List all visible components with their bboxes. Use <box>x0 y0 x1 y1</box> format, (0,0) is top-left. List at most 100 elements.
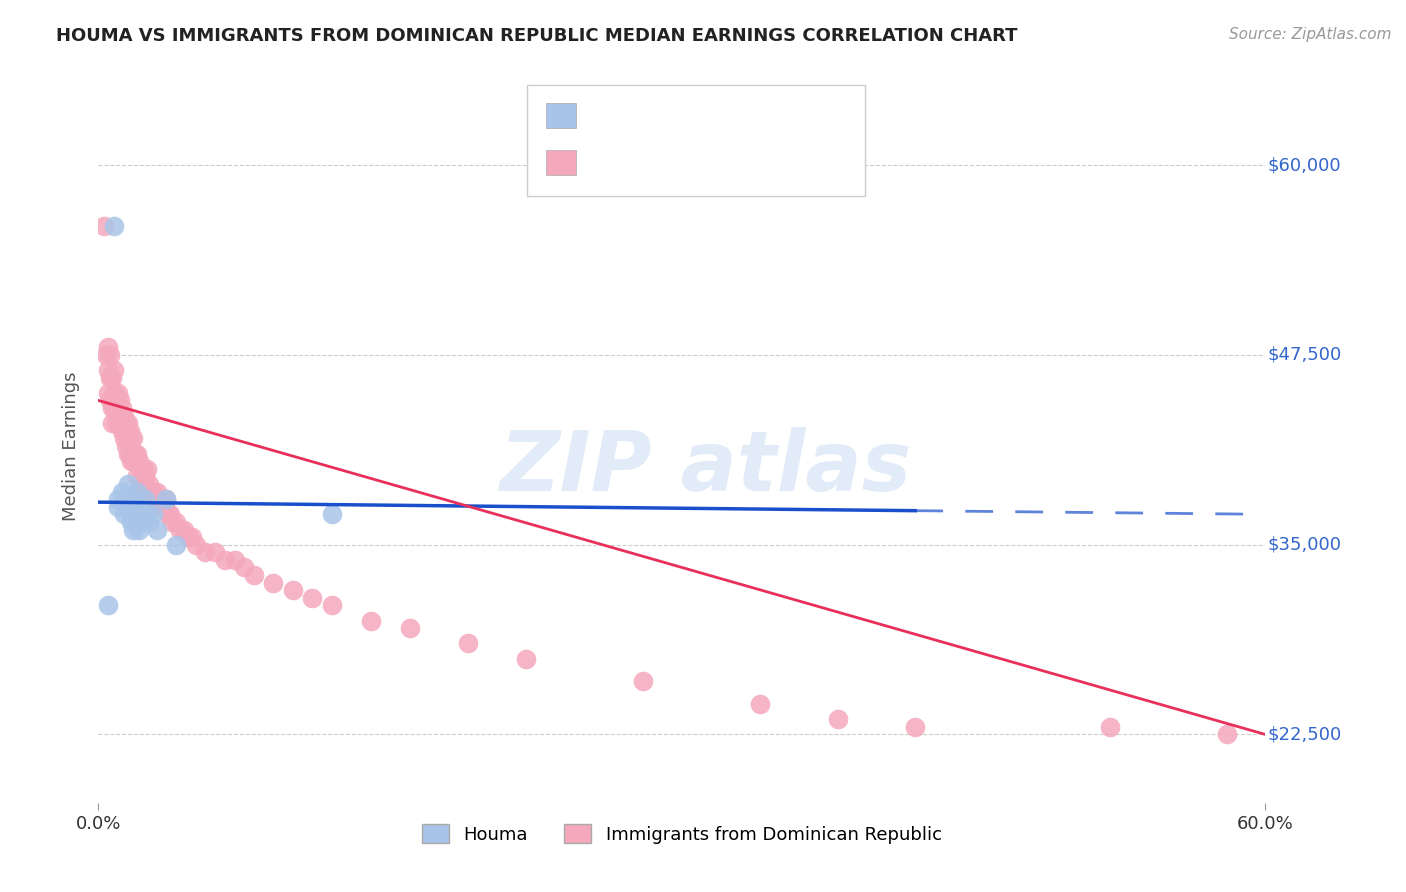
Point <box>281 583 304 598</box>
Point <box>111 424 134 438</box>
Point <box>118 508 141 522</box>
Point <box>103 219 125 233</box>
Point <box>118 424 141 438</box>
Text: Source: ZipAtlas.com: Source: ZipAtlas.com <box>1229 27 1392 42</box>
Point <box>112 508 135 522</box>
Point <box>233 560 256 574</box>
Legend: Houma, Immigrants from Dominican Republic: Houma, Immigrants from Dominican Republi… <box>415 817 949 851</box>
Point <box>103 363 125 377</box>
Point <box>103 385 125 400</box>
Point <box>97 363 120 377</box>
Point <box>136 462 159 476</box>
Point <box>103 401 125 415</box>
Point <box>194 545 217 559</box>
Text: $60,000: $60,000 <box>1268 156 1341 174</box>
Point <box>128 523 150 537</box>
Point <box>107 409 129 423</box>
Point <box>117 477 139 491</box>
Point <box>148 492 170 507</box>
Point <box>121 431 143 445</box>
Point <box>301 591 323 605</box>
Point <box>108 393 131 408</box>
Text: ZIP atlas: ZIP atlas <box>499 427 911 508</box>
Text: 27: 27 <box>721 107 745 125</box>
Point <box>398 621 420 635</box>
Point <box>122 454 145 468</box>
Point <box>117 416 139 430</box>
Point <box>129 508 152 522</box>
Point <box>98 370 121 384</box>
Point <box>152 500 174 514</box>
Text: R =: R = <box>583 153 620 171</box>
Point <box>132 462 155 476</box>
Text: $35,000: $35,000 <box>1268 536 1341 554</box>
Point <box>177 530 200 544</box>
Point <box>321 599 343 613</box>
Point <box>114 492 136 507</box>
Text: -0.590: -0.590 <box>616 153 675 171</box>
Point <box>104 393 127 408</box>
Point <box>117 447 139 461</box>
Point <box>165 538 187 552</box>
Point <box>142 484 165 499</box>
Point <box>128 454 150 468</box>
Point <box>631 674 654 689</box>
Point <box>101 401 124 415</box>
Point <box>173 523 195 537</box>
Point <box>138 477 160 491</box>
Text: HOUMA VS IMMIGRANTS FROM DOMINICAN REPUBLIC MEDIAN EARNINGS CORRELATION CHART: HOUMA VS IMMIGRANTS FROM DOMINICAN REPUB… <box>56 27 1018 45</box>
Point <box>224 553 246 567</box>
Point <box>134 492 156 507</box>
Point <box>153 500 176 514</box>
Point <box>136 508 159 522</box>
Point <box>204 545 226 559</box>
Point <box>127 484 149 499</box>
Point <box>136 484 159 499</box>
Text: $47,500: $47,500 <box>1268 346 1341 364</box>
Text: $22,500: $22,500 <box>1268 725 1341 743</box>
Point <box>904 720 927 734</box>
Point <box>129 477 152 491</box>
Point <box>111 484 134 499</box>
Point <box>101 370 124 384</box>
Point <box>149 492 172 507</box>
Point <box>184 538 207 552</box>
Point <box>107 385 129 400</box>
Point <box>138 515 160 529</box>
Point <box>101 416 124 430</box>
Point <box>827 712 849 726</box>
Point <box>124 492 146 507</box>
Point <box>457 636 479 650</box>
Y-axis label: Median Earnings: Median Earnings <box>62 371 80 521</box>
Point <box>107 500 129 514</box>
Point <box>96 348 118 362</box>
Point <box>142 508 165 522</box>
Point <box>162 515 184 529</box>
Point <box>159 508 181 522</box>
Point <box>114 439 136 453</box>
Point <box>143 492 166 507</box>
Point <box>1215 727 1237 741</box>
Point <box>122 523 145 537</box>
Point <box>121 515 143 529</box>
Point <box>157 508 180 522</box>
Point <box>117 500 139 514</box>
Point <box>122 500 145 514</box>
Point <box>104 416 127 430</box>
Text: 83: 83 <box>721 153 744 171</box>
Point <box>112 431 135 445</box>
Point <box>121 454 143 468</box>
Point <box>165 515 187 529</box>
Point <box>97 340 120 354</box>
Point <box>214 553 236 567</box>
Point <box>748 697 770 711</box>
Text: N =: N = <box>689 107 725 125</box>
Text: R =: R = <box>583 107 620 125</box>
Point <box>111 401 134 415</box>
Point <box>118 492 141 507</box>
Text: N =: N = <box>689 153 725 171</box>
Point <box>107 492 129 507</box>
Point <box>122 431 145 445</box>
Point <box>243 568 266 582</box>
Point <box>155 492 177 507</box>
